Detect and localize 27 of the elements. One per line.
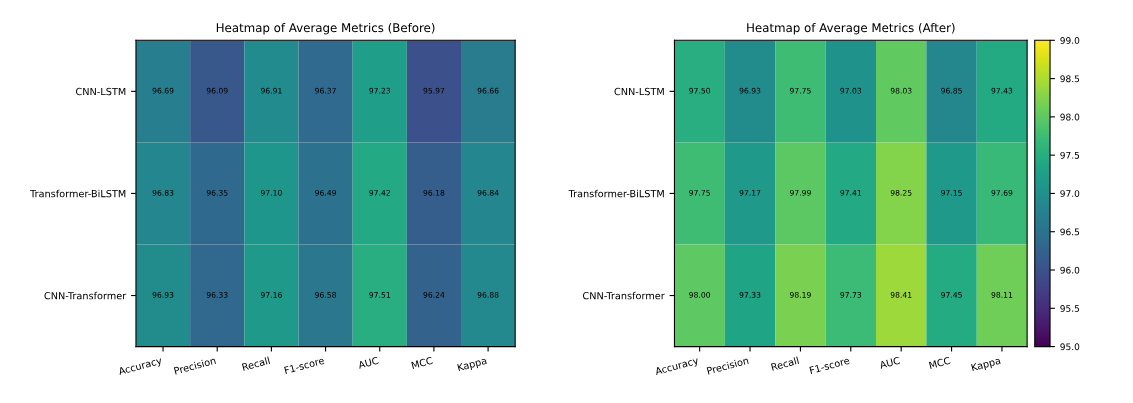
x-tick-label: AUC [879, 356, 901, 369]
color-bar-label: 97.0 [1060, 190, 1080, 197]
y-tick-label: Transformer-BiLSTM [568, 189, 664, 198]
y-tick-label: CNN-LSTM [76, 87, 126, 96]
color-bar-label: 98.0 [1060, 113, 1080, 121]
y-tick-label: CNN-LSTM [614, 87, 664, 96]
y-tick-label: CNN-Transformer [44, 291, 127, 300]
x-tick-label: Kappa [457, 356, 488, 374]
x-tick-label: F1-score [809, 356, 850, 375]
y-tick-label: CNN-Transformer [583, 291, 665, 300]
color-bar-label: 97.5 [1060, 151, 1080, 159]
x-tick-label: AUC [357, 356, 379, 369]
chart-title: Heatmap of Average Metrics (Before) [216, 23, 435, 35]
color-bar-label: 98.5 [1060, 75, 1080, 83]
y-tick-label: Transformer-BiLSTM [30, 189, 126, 198]
x-tick-label: Recall [241, 356, 271, 371]
chart-title: Heatmap of Average Metrics (After) [747, 23, 955, 35]
color-bar-label: 95.5 [1060, 305, 1080, 312]
x-tick-label: Recall [770, 356, 800, 371]
x-tick-label: Kappa [971, 356, 1002, 374]
color-bar-label: 99.0 [1060, 37, 1080, 44]
color-bar-label: 95.0 [1060, 343, 1080, 351]
x-tick-label: F1-score [284, 356, 325, 375]
color-bar-label: 96.0 [1060, 266, 1080, 274]
x-tick-label: MCC [411, 356, 433, 370]
x-tick-label: MCC [928, 356, 951, 370]
color-bar-label: 96.5 [1060, 228, 1080, 236]
